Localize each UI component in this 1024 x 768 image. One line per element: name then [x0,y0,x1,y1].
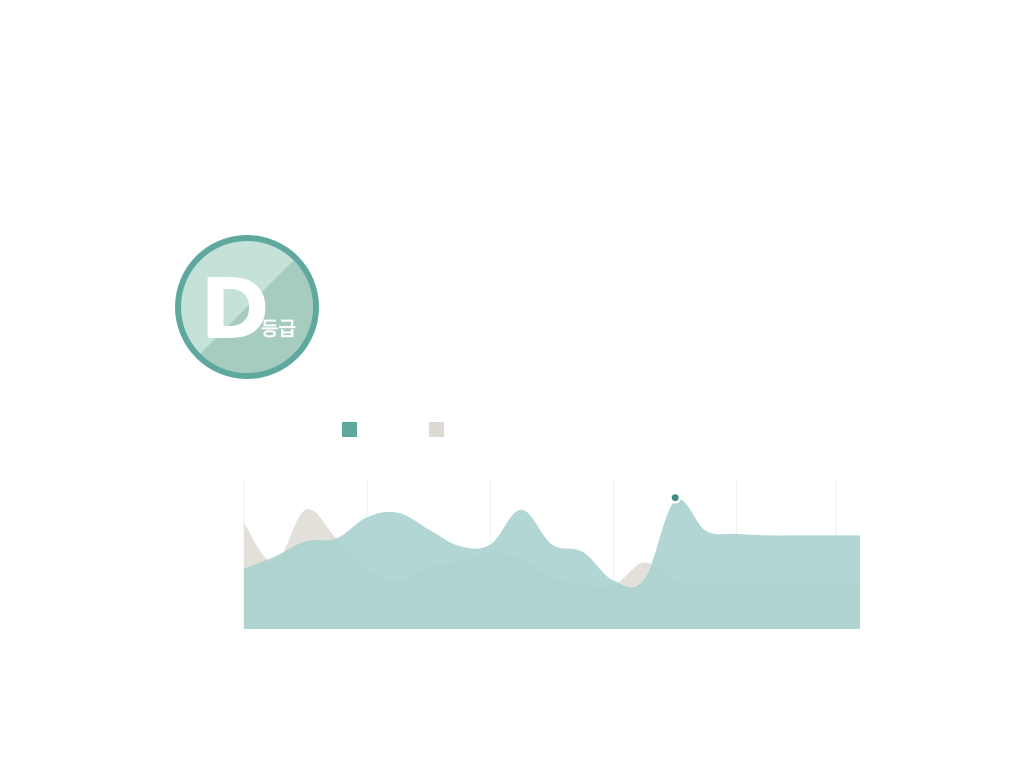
legend-swatch-series-1[interactable] [342,422,357,437]
chart-markers [669,491,682,504]
chart-series [244,499,860,629]
legend-swatch-series-2[interactable] [429,422,444,437]
grade-letter: D [200,260,270,358]
grade-badge-graphic: D 등급 [175,235,319,379]
grade-suffix: 등급 [261,318,296,340]
grade-badge-face-shade [181,241,313,373]
highlight-point[interactable] [671,494,679,502]
grade-badge: D 등급 [174,234,320,380]
area-series-1[interactable] [244,499,860,629]
